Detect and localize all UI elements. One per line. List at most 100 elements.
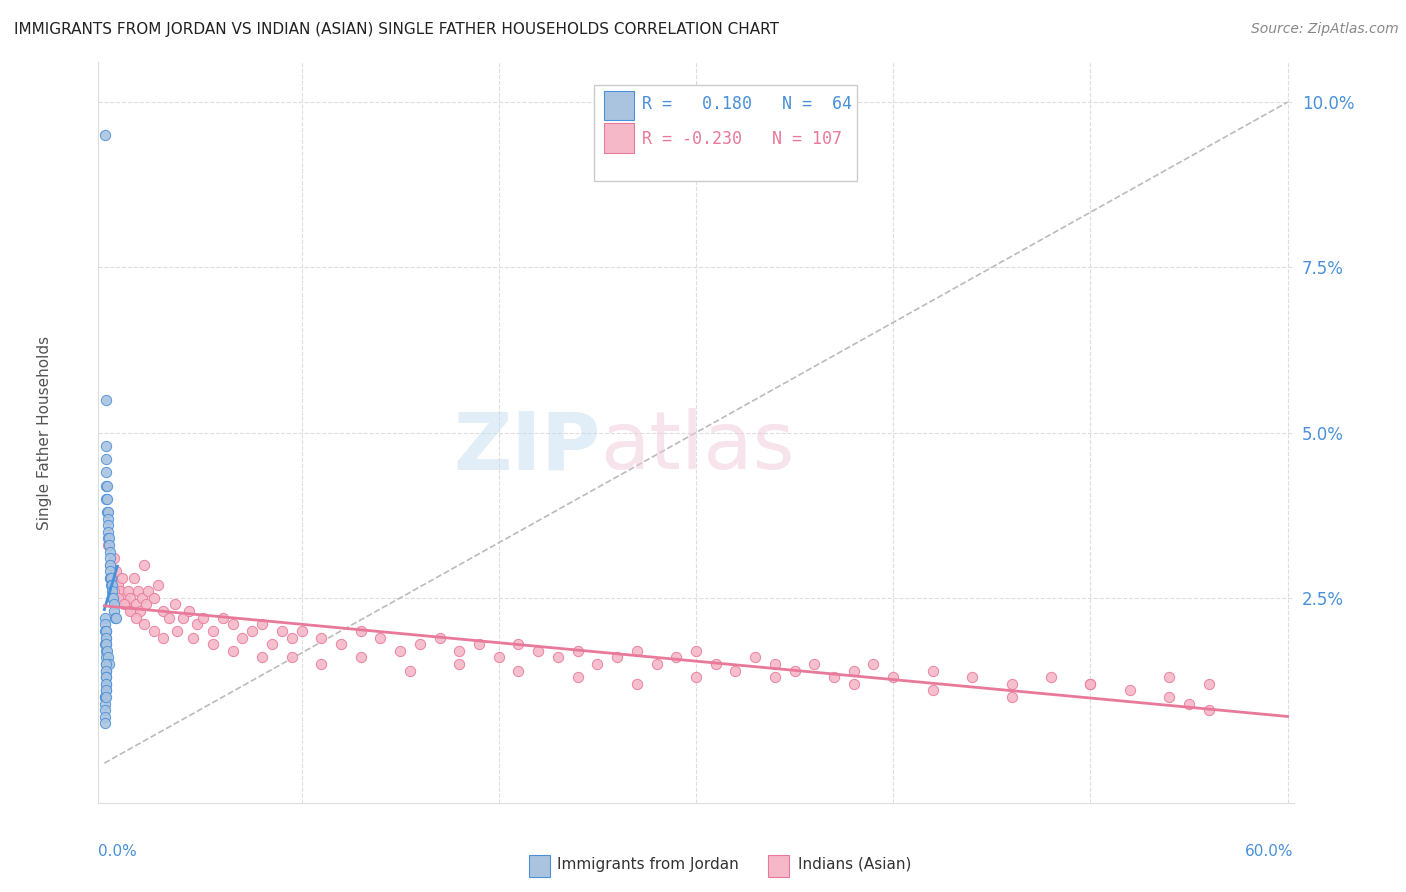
Point [97, 538, 120, 552]
Point [96, 677, 118, 691]
Point [96, 491, 118, 506]
Point [96, 452, 118, 467]
Point [468, 637, 491, 651]
Point [96, 465, 118, 479]
Point [98, 551, 121, 566]
Text: 60.0%: 60.0% [1246, 844, 1294, 858]
Point [103, 591, 125, 605]
Point [132, 617, 155, 632]
Point [103, 604, 125, 618]
Point [97, 518, 120, 533]
Point [96, 644, 118, 658]
Point [96, 650, 118, 665]
Point [146, 577, 169, 591]
Point [96, 631, 118, 645]
Point [201, 624, 224, 638]
Point [1159, 670, 1181, 684]
FancyBboxPatch shape [595, 85, 858, 181]
Point [1080, 677, 1102, 691]
Point [350, 650, 373, 665]
Text: R =   0.180   N =  64: R = 0.180 N = 64 [643, 95, 852, 113]
Point [96, 637, 118, 651]
Point [429, 631, 451, 645]
Point [586, 657, 609, 671]
Point [1119, 683, 1142, 698]
Point [231, 631, 253, 645]
Point [122, 571, 145, 585]
Point [94, 392, 117, 407]
Text: IMMIGRANTS FROM JORDAN VS INDIAN (ASIAN) SINGLE FATHER HOUSEHOLDS CORRELATION CH: IMMIGRANTS FROM JORDAN VS INDIAN (ASIAN)… [14, 22, 779, 37]
Point [96, 491, 118, 506]
Point [186, 617, 208, 632]
Point [1080, 677, 1102, 691]
Text: ZIP: ZIP [453, 409, 600, 486]
Point [172, 611, 194, 625]
Point [101, 571, 124, 585]
Point [96, 637, 118, 651]
Point [606, 650, 628, 665]
Point [131, 591, 153, 605]
Point [685, 644, 707, 658]
Point [1198, 677, 1220, 691]
Point [744, 650, 766, 665]
Point [107, 591, 129, 605]
Point [350, 624, 373, 638]
Point [1198, 703, 1220, 717]
Point [221, 617, 243, 632]
Point [142, 591, 165, 605]
Point [96, 657, 118, 671]
Point [191, 611, 214, 625]
Point [763, 657, 786, 671]
Point [166, 624, 188, 638]
Point [96, 505, 118, 519]
Point [389, 644, 412, 658]
Point [665, 650, 688, 665]
Point [645, 657, 668, 671]
Point [96, 677, 118, 691]
Point [1000, 690, 1022, 704]
Point [96, 664, 118, 678]
Point [98, 657, 121, 671]
Point [94, 690, 117, 704]
Point [309, 657, 332, 671]
Point [94, 703, 117, 717]
Point [96, 670, 118, 684]
Point [488, 650, 510, 665]
Point [399, 664, 422, 678]
Point [112, 598, 135, 612]
Point [94, 128, 117, 143]
Point [112, 591, 135, 605]
Point [98, 558, 121, 572]
Text: atlas: atlas [600, 409, 794, 486]
Point [105, 565, 128, 579]
Point [98, 565, 121, 579]
Point [135, 598, 157, 612]
Point [103, 584, 125, 599]
Point [117, 584, 139, 599]
Point [211, 611, 233, 625]
Point [157, 611, 180, 625]
Point [724, 664, 747, 678]
Point [201, 637, 224, 651]
Point [115, 598, 138, 612]
Point [97, 524, 120, 539]
Point [125, 598, 148, 612]
Point [280, 650, 302, 665]
Point [94, 611, 117, 625]
Point [98, 571, 121, 585]
Point [165, 598, 187, 612]
Point [97, 650, 120, 665]
Point [567, 670, 589, 684]
Point [449, 657, 471, 671]
Point [96, 439, 118, 453]
FancyBboxPatch shape [768, 855, 789, 877]
Point [97, 505, 120, 519]
Point [96, 624, 118, 638]
Point [1178, 697, 1201, 711]
Point [508, 664, 530, 678]
FancyBboxPatch shape [605, 123, 634, 153]
Point [94, 617, 117, 632]
Point [290, 624, 312, 638]
Point [96, 644, 118, 658]
Point [685, 670, 707, 684]
